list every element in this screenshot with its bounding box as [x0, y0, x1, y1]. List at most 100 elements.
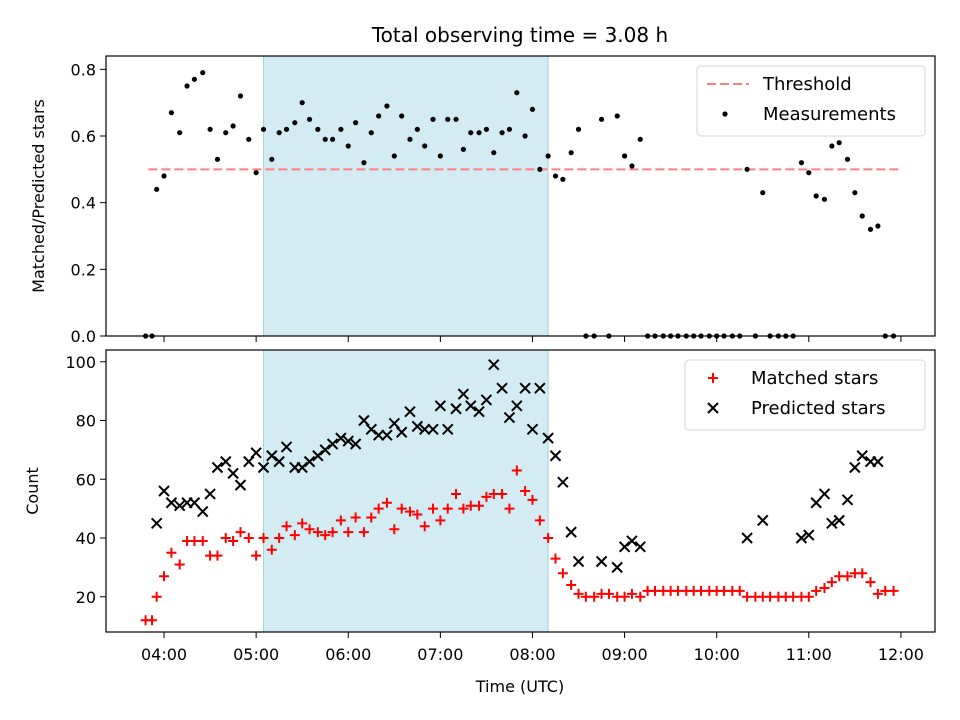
matched-point-13 [235, 527, 246, 538]
measurement-point-28 [353, 120, 359, 126]
measurement-point-95 [867, 226, 874, 232]
measurement-point-26 [338, 126, 344, 132]
measurement-point-25 [329, 136, 336, 142]
measurement-point-12 [230, 123, 236, 129]
predicted-point-31 [388, 417, 401, 430]
predicted-point-61 [741, 532, 753, 544]
measurement-point-44 [476, 130, 482, 136]
legend-measurements-swatch [722, 111, 728, 117]
matched-point-55 [557, 568, 568, 579]
predicted-point-43 [480, 394, 493, 406]
predicted-point-39 [450, 403, 462, 415]
predicted-point-48 [519, 382, 531, 394]
predicted-point-42 [473, 405, 485, 418]
legend-matched-swatch [708, 373, 718, 383]
measurement-point-48 [506, 126, 513, 132]
matched-point-57 [573, 588, 584, 599]
observing-interval-top [263, 56, 549, 336]
measurement-point-14 [246, 136, 252, 142]
measurement-point-30 [368, 130, 374, 136]
measurement-point-5 [177, 130, 183, 136]
measurement-point-15 [253, 170, 259, 176]
predicted-point-36 [427, 423, 439, 436]
matched-point-51 [527, 494, 538, 505]
matched-point-12 [228, 535, 239, 546]
measurement-point-87 [806, 170, 812, 176]
measurement-point-65 [637, 136, 643, 142]
predicted-point-59 [626, 535, 638, 547]
predicted-point-53 [557, 476, 569, 488]
measurement-point-22 [306, 116, 313, 122]
y-tick-label-bottom-2: 60 [76, 470, 96, 489]
predicted-point-23 [326, 438, 339, 450]
predicted-point-9 [220, 455, 232, 468]
matched-point-23 [312, 527, 323, 538]
matched-point-38 [427, 503, 438, 514]
predicted-point-45 [496, 382, 508, 394]
matched-point-31 [373, 503, 384, 514]
predicted-point-19 [296, 461, 308, 474]
plot-frame-top [105, 55, 936, 337]
predicted-point-13 [250, 447, 262, 459]
matched-point-50 [520, 486, 531, 496]
matched-point-11 [220, 533, 231, 543]
predicted-point-24 [335, 432, 347, 444]
y-axis-label-top: Matched/Predicted stars [29, 99, 48, 293]
predicted-point-29 [372, 429, 385, 441]
matched-point-48 [504, 503, 515, 514]
legend-label-bottom-1: Predicted stars [751, 398, 885, 419]
x-tick-label-7: 11:00 [786, 645, 832, 664]
predicted-point-26 [349, 438, 362, 450]
measurement-point-7 [191, 76, 198, 82]
predicted-point-70 [849, 461, 861, 474]
matched-point-61 [603, 588, 614, 599]
measurement-point-16 [260, 126, 267, 132]
matched-point-16 [258, 533, 269, 543]
matched-point-5 [174, 559, 185, 570]
measurement-point-91 [836, 140, 842, 146]
predicted-point-22 [319, 444, 331, 456]
matched-point-17 [266, 544, 277, 555]
matched-point-47 [497, 488, 508, 499]
measurement-point-36 [414, 126, 420, 132]
measurement-point-93 [852, 190, 858, 196]
predicted-point-10 [227, 467, 239, 480]
predicted-point-60 [634, 541, 646, 553]
x-tick-label-2: 06:00 [325, 645, 371, 664]
matched-point-30 [366, 512, 377, 523]
predicted-point-30 [381, 429, 393, 441]
predicted-point-44 [488, 358, 500, 371]
measurement-point-51 [529, 106, 536, 112]
measurement-point-90 [829, 143, 835, 149]
measurement-point-8 [200, 70, 206, 76]
x-tick-label-8: 12:00 [878, 645, 924, 664]
measurement-point-62 [614, 113, 620, 119]
x-tick-label-1: 05:00 [233, 645, 279, 664]
measurement-point-56 [568, 150, 574, 156]
predicted-point-27 [358, 414, 370, 427]
matched-point-28 [350, 512, 361, 523]
matched-point-37 [419, 521, 430, 532]
predicted-point-40 [457, 388, 470, 400]
predicted-point-37 [434, 400, 447, 412]
measurement-point-50 [522, 133, 528, 139]
measurement-point-63 [621, 153, 628, 159]
measurement-point-9 [207, 126, 213, 132]
predicted-point-7 [204, 488, 216, 500]
measurement-point-23 [315, 126, 321, 132]
predicted-point-51 [542, 432, 554, 444]
measurement-point-41 [453, 116, 459, 122]
matched-point-34 [396, 503, 407, 514]
matched-point-49 [511, 465, 522, 476]
measurement-point-2 [154, 186, 160, 192]
measurement-point-64 [629, 163, 635, 169]
matched-point-29 [358, 527, 369, 538]
predicted-point-8 [211, 461, 224, 474]
predicted-point-35 [418, 423, 431, 436]
measurement-point-10 [214, 156, 221, 162]
measurement-point-88 [813, 193, 819, 199]
predicted-point-15 [266, 450, 278, 462]
y-tick-label-bottom-0: 20 [76, 588, 96, 607]
matched-point-89 [819, 582, 830, 593]
legend-label-top-0: Threshold [762, 74, 852, 95]
